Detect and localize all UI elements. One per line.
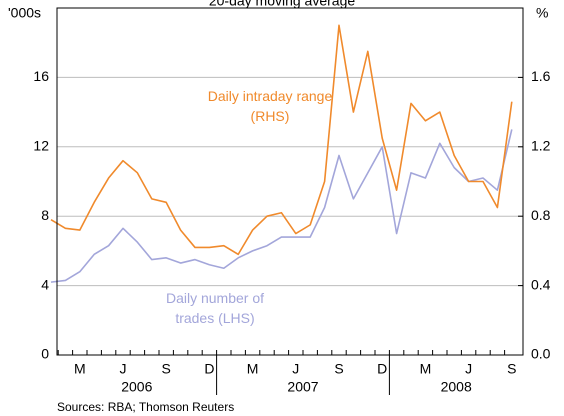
plot-frame [56,7,524,356]
y-tick-label: 0 [41,346,49,362]
series-annotation-box: Daily number of trades (LHS) [165,290,265,326]
series-line [50,129,513,283]
y2-tick-label: 1.2 [531,138,551,154]
x-group-label: 2007 [287,379,318,395]
x-tick-label: M [74,361,86,377]
x-tick-label: S [162,361,171,377]
x-tick-label: S [334,361,343,377]
y2-tick-label: 0.0 [531,346,551,362]
x-group-label: 2008 [441,379,472,395]
series-annotation: Daily intraday range (RHS) [207,88,333,124]
y2-tick-label: 0.8 [531,207,551,223]
y-axis-label: '000s [8,5,41,21]
chart-title: 20-day moving average [209,0,356,9]
x-tick-label: J [465,361,472,377]
y-tick-label: 16 [33,68,49,84]
x-tick-label: J [292,361,299,377]
y2-tick-label: 1.6 [531,68,551,84]
series-line [50,24,513,256]
x-tick-label: M [420,361,432,377]
y2-tick-label: 0.4 [531,276,551,292]
y-tick-label: 8 [41,207,49,223]
x-group-label: 2006 [121,379,152,395]
series-annotation: Daily number of trades (LHS) [165,290,265,326]
x-tick-label: D [377,361,387,377]
y2-axis-label: % [536,5,548,21]
series-annotation-box: Daily intraday range (RHS) [207,88,333,124]
x-tick-label: J [120,361,127,377]
x-tick-label: S [507,361,516,377]
x-tick-label: D [204,361,214,377]
y-tick-label: 12 [33,138,49,154]
y-tick-label: 4 [41,276,49,292]
x-tick-label: M [247,361,259,377]
source: Sources: RBA; Thomson Reuters [57,400,234,414]
